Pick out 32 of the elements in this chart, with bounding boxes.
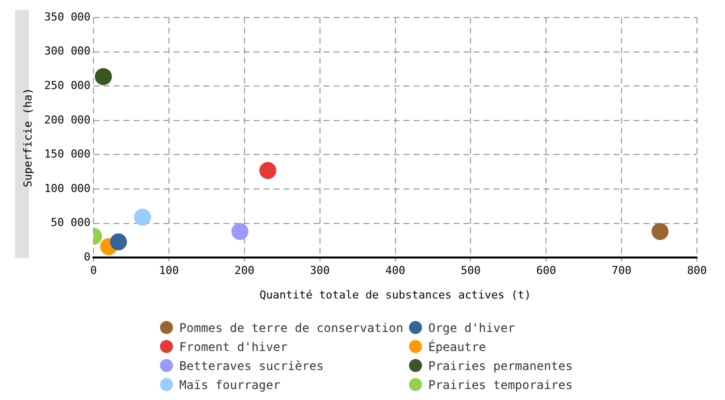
x-tick-label: 400 [385, 264, 406, 278]
point [231, 223, 248, 240]
x-tick-label: 500 [460, 264, 481, 278]
x-tick-label: 200 [234, 264, 254, 278]
y-tick-label: 250 000 [44, 79, 91, 92]
legend-label: Orge d'hiver [428, 320, 515, 334]
y-tick-label: 200 000 [44, 113, 91, 126]
x-tick-label: 600 [536, 264, 556, 278]
x-tick-label: 100 [159, 264, 179, 278]
legend-label: Betteraves sucrières [179, 358, 324, 372]
x-axis-title: Quantité totale de substances actives (t) [260, 288, 532, 302]
legend-label: Prairies permanentes [428, 358, 573, 372]
point [110, 233, 127, 250]
legend-label: Maïs fourrager [179, 378, 280, 392]
point [134, 208, 152, 226]
legend-label: Prairies temporaires [428, 378, 573, 392]
y-tick-label: 350 000 [44, 10, 91, 24]
y-axis-title: Superficie (ha) [21, 88, 34, 188]
y-tick-label: 0 [84, 250, 91, 264]
y-tick-label: 100 000 [44, 182, 91, 195]
x-tick-label: 800 [687, 264, 707, 278]
legend-label: Pommes de terre de conservation [179, 320, 404, 334]
point [259, 162, 276, 180]
x-tick-label: 700 [612, 264, 632, 278]
legend-label: Froment d'hiver [179, 340, 288, 354]
y-tick-label: 150 000 [44, 148, 91, 161]
x-tick-label: 300 [310, 264, 330, 278]
point [94, 68, 112, 86]
legend-label: Épeautre [428, 340, 486, 354]
point [652, 223, 669, 240]
y-tick-label: 50 000 [50, 216, 91, 230]
y-tick-label: 300 000 [44, 44, 91, 58]
